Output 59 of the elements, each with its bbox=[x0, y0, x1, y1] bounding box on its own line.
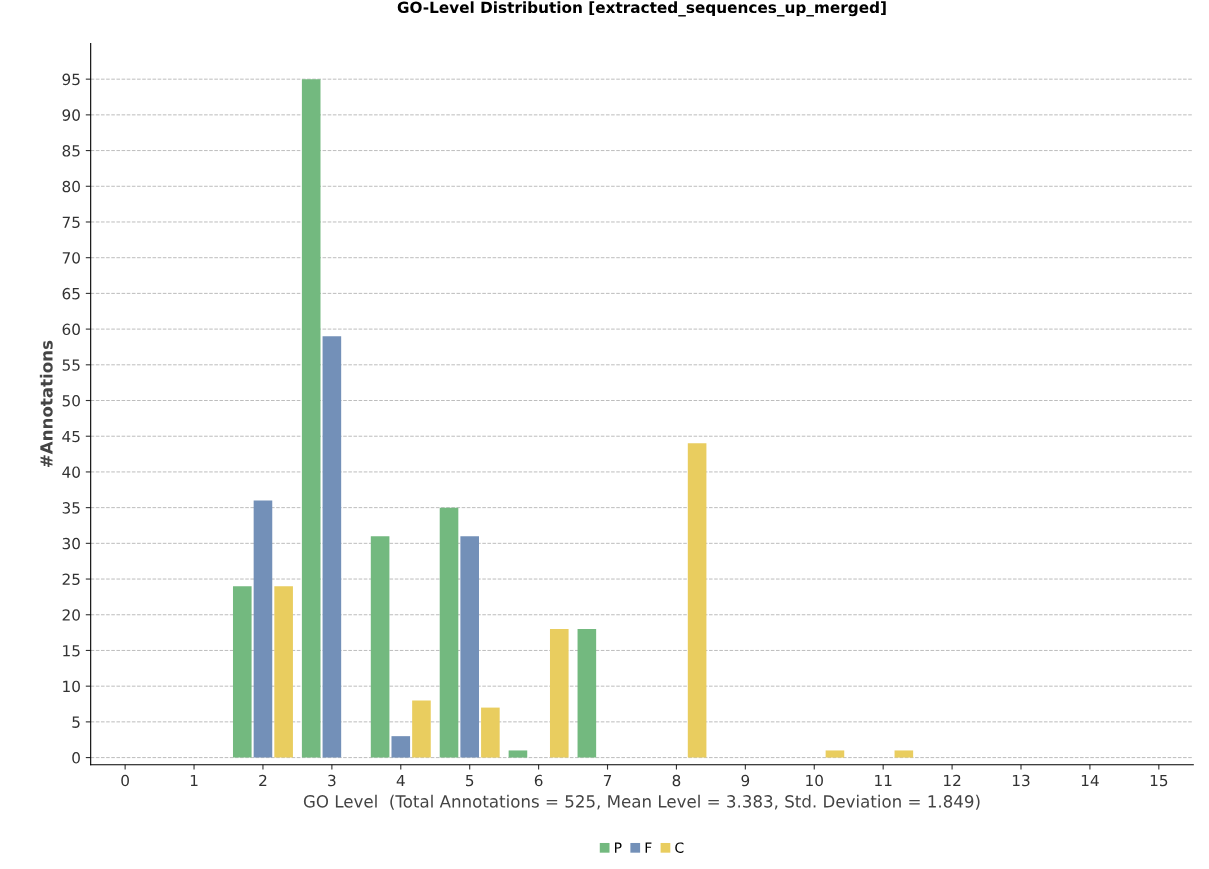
bar bbox=[370, 536, 390, 758]
y-tick-label: 75 bbox=[62, 216, 80, 228]
x-tick-label: 11 bbox=[875, 774, 892, 787]
y-tick-label: 25 bbox=[62, 573, 80, 586]
x-tick-label: 2 bbox=[259, 774, 267, 787]
y-tick-label: 70 bbox=[62, 252, 80, 264]
y-tick-label: 0 bbox=[72, 752, 80, 764]
bar bbox=[549, 629, 569, 758]
y-tick-label: 15 bbox=[63, 645, 80, 657]
bar bbox=[412, 700, 431, 758]
bar bbox=[253, 500, 273, 758]
x-tick-label: 7 bbox=[603, 774, 612, 787]
y-tick-label: 20 bbox=[62, 609, 80, 621]
bar bbox=[301, 79, 321, 758]
y-tick-label: 80 bbox=[62, 180, 80, 193]
legend-label: C bbox=[675, 842, 684, 853]
bar bbox=[687, 443, 707, 758]
x-tick-label: 0 bbox=[121, 774, 129, 787]
x-tick-label: 10 bbox=[806, 774, 823, 787]
x-tick-label: 4 bbox=[396, 774, 405, 787]
bar bbox=[391, 736, 411, 758]
x-tick-label: 15 bbox=[1150, 774, 1168, 787]
y-tick-label: 95 bbox=[62, 73, 80, 86]
y-tick-label: 30 bbox=[62, 537, 80, 550]
y-tick-label: 45 bbox=[62, 430, 80, 443]
bar bbox=[825, 750, 845, 758]
y-tick-label: 60 bbox=[62, 323, 80, 336]
x-tick-label: 1 bbox=[190, 774, 198, 787]
x-tick-label: 14 bbox=[1081, 774, 1099, 787]
x-tick-label: 12 bbox=[944, 774, 961, 787]
x-tick-label: 6 bbox=[534, 774, 543, 787]
x-tick-label: 9 bbox=[741, 774, 750, 787]
bar bbox=[508, 750, 528, 758]
legend-label: F bbox=[645, 842, 652, 853]
y-tick-label: 5 bbox=[72, 716, 80, 728]
y-tick-label: 50 bbox=[62, 394, 80, 407]
x-tick-label: 3 bbox=[328, 774, 336, 787]
bar bbox=[322, 336, 342, 758]
x-axis-title: GO Level (Total Annotations = 525, Mean Level = 3.383, Std. Deviation = 1.849) bbox=[303, 794, 980, 810]
bar bbox=[232, 586, 252, 758]
x-tick-label: 5 bbox=[466, 774, 474, 787]
y-tick-label: 10 bbox=[63, 680, 80, 693]
bar bbox=[577, 629, 597, 758]
bar bbox=[439, 507, 459, 758]
x-tick-label: 13 bbox=[1012, 774, 1030, 787]
bar bbox=[481, 707, 500, 758]
bar bbox=[460, 536, 479, 758]
bar bbox=[274, 586, 293, 758]
chart-title: GO-Level Distribution [extracted_sequences_up_merged] bbox=[397, 1, 886, 17]
legend-label: P bbox=[615, 842, 622, 853]
y-tick-label: 90 bbox=[62, 109, 80, 121]
bar bbox=[894, 750, 914, 758]
y-axis-title: #Annotations bbox=[39, 340, 53, 468]
y-tick-label: 65 bbox=[62, 287, 80, 300]
y-tick-label: 85 bbox=[62, 145, 80, 157]
y-tick-label: 35 bbox=[62, 502, 80, 514]
y-tick-label: 55 bbox=[62, 359, 80, 371]
y-tick-label: 40 bbox=[62, 466, 80, 478]
x-tick-label: 8 bbox=[672, 774, 681, 787]
